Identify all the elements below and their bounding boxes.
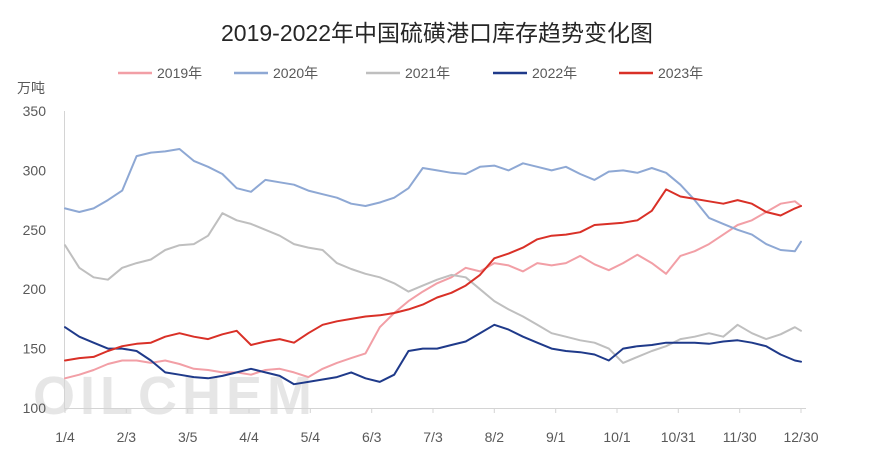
axes: 100 150 200 250 300 350 1/4 2/3 3/5 4/4 5/4 6/3 7/3 8… [23,103,819,445]
series-line [64,323,802,386]
y-tick-label: 100 [23,400,47,416]
x-tick-label: 9/1 [546,429,566,445]
series-line [64,212,802,364]
x-tick-label: 1/4 [55,429,75,445]
x-tick-label: 10/1 [603,429,630,445]
series-group [64,200,802,380]
x-tick-label: 7/3 [423,429,443,445]
x-tick-label: 4/4 [239,429,259,445]
y-tick-label: 150 [23,341,47,357]
legend-item: 2019年 [118,65,202,81]
y-tick-label: 250 [23,222,47,238]
series-group [64,148,802,253]
series-line [64,200,802,380]
legend-label: 2021年 [405,65,450,81]
legend-label: 2022年 [532,65,577,81]
series-line [64,148,802,253]
series-group [64,212,802,364]
x-tick-label: 11/30 [723,429,757,445]
x-tick-label: 10/31 [661,429,696,445]
y-tick-label: 200 [23,281,47,297]
y-tick-label: 300 [23,162,47,178]
series-layer [64,148,802,386]
y-tick-label: 350 [23,103,47,119]
legend-item: 2022年 [493,65,577,81]
legend-item: 2023年 [619,65,703,81]
chart-title: 2019-2022年中国硫磺港口库存趋势变化图 [221,20,653,46]
y-axis-unit-label: 万吨 [17,80,45,96]
legend-item: 2021年 [366,65,450,81]
x-tick-label: 8/2 [485,429,505,445]
series-group [64,323,802,386]
x-tick-label: 12/30 [783,429,818,445]
x-tick-label: 5/4 [301,429,321,445]
legend-label: 2023年 [658,65,703,81]
series-line [64,188,802,362]
series-group [64,188,802,362]
watermark-logo: OILCHEM [33,366,317,426]
legend: 2019年 2020年 2021年 2022年 2023年 [118,65,703,81]
legend-item: 2020年 [234,65,318,81]
x-tick-label: 6/3 [362,429,382,445]
legend-label: 2019年 [157,65,202,81]
x-tick-label: 3/5 [178,429,198,445]
legend-label: 2020年 [273,65,318,81]
x-tick-label: 2/3 [117,429,137,445]
